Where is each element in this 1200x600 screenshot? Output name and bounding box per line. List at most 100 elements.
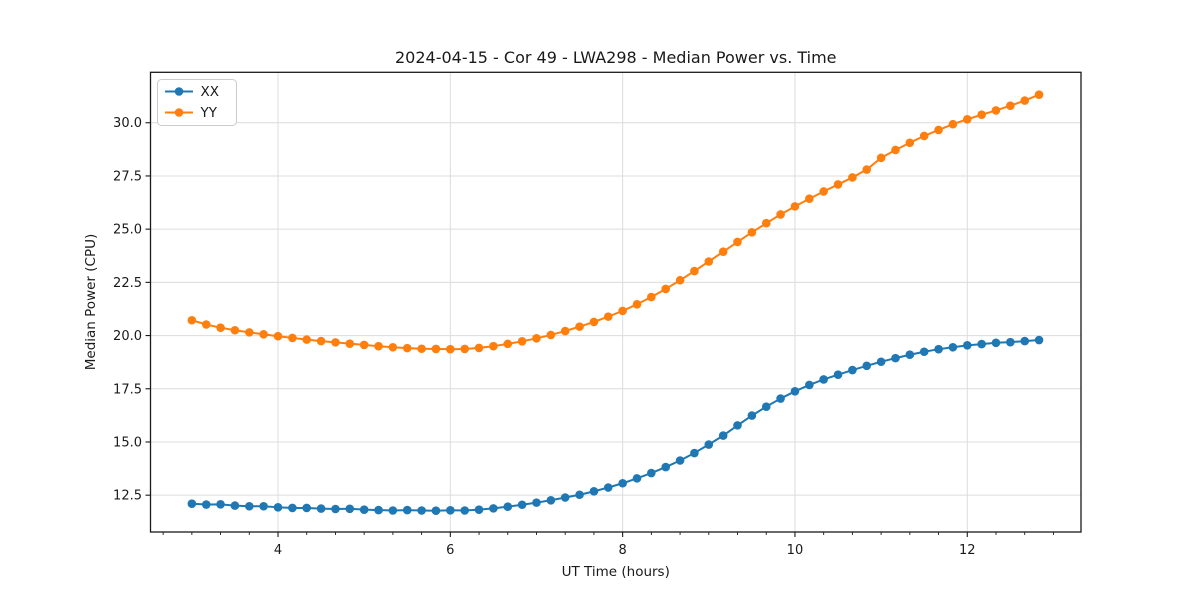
data-point — [532, 334, 541, 343]
data-point — [934, 344, 943, 354]
data-point — [876, 153, 886, 163]
data-point — [1006, 101, 1015, 111]
data-point — [273, 503, 283, 512]
data-point — [245, 328, 254, 337]
data-point — [977, 339, 986, 349]
series-line-xx — [190, 339, 1041, 512]
data-point — [647, 292, 656, 302]
data-point — [230, 501, 240, 510]
y-tick-label: 12.5 — [113, 489, 142, 504]
data-point — [805, 380, 814, 390]
data-point — [331, 338, 340, 347]
data-point — [446, 344, 455, 354]
data-point — [661, 462, 671, 472]
data-point — [934, 125, 943, 135]
data-series-layer — [187, 90, 1044, 516]
data-point — [819, 187, 828, 196]
data-point — [962, 115, 972, 124]
data-point — [316, 336, 326, 346]
data-point — [632, 299, 642, 309]
x-tick-label: 4 — [274, 543, 282, 558]
data-point — [790, 387, 800, 396]
data-point — [560, 493, 570, 502]
y-tick-label: 20.0 — [113, 329, 142, 344]
axes-spines — [149, 71, 1082, 533]
data-point — [977, 110, 986, 119]
x-tick-label: 10 — [787, 543, 804, 558]
data-point — [201, 320, 211, 329]
data-point — [374, 341, 383, 351]
data-point — [991, 338, 1001, 348]
data-point — [259, 329, 268, 339]
y-tick-label: 27.5 — [113, 169, 142, 184]
data-point — [891, 353, 900, 363]
data-point — [632, 474, 642, 483]
x-axis-label: UT Time (hours) — [562, 564, 670, 580]
data-point — [560, 326, 570, 336]
legend-marker-yy — [174, 108, 184, 117]
data-point — [761, 402, 771, 411]
data-point — [402, 505, 412, 515]
data-point — [431, 506, 441, 516]
data-point — [546, 330, 556, 340]
axis-ticks: 12.5 15.0 17.5 20.0 22.5 25.0 27.5 30.0 4 6 8 10 12 — [113, 116, 1054, 558]
legend-marker-xx — [174, 87, 184, 96]
data-point — [603, 312, 613, 321]
data-point — [288, 503, 297, 513]
data-point — [1034, 90, 1044, 99]
data-point — [661, 284, 671, 294]
data-point — [517, 337, 527, 346]
data-point — [474, 343, 484, 353]
series-line-yy — [190, 93, 1041, 351]
data-point — [446, 505, 455, 515]
data-point — [245, 501, 254, 511]
series-xx — [187, 335, 1044, 516]
data-point — [761, 218, 771, 228]
y-axis-label: Median Power (CPU) — [83, 234, 99, 370]
series-yy — [187, 90, 1044, 354]
plot-frame — [149, 71, 1082, 533]
data-point — [1020, 96, 1030, 105]
y-tick-label: 30.0 — [113, 116, 142, 131]
data-point — [618, 478, 627, 488]
data-point — [474, 505, 484, 514]
data-point — [819, 375, 828, 384]
data-point — [288, 333, 297, 343]
data-point — [733, 237, 742, 247]
data-point — [790, 202, 800, 211]
data-point — [532, 498, 541, 507]
data-point — [201, 500, 211, 509]
data-point — [805, 194, 814, 204]
data-point — [417, 344, 426, 354]
data-point — [690, 448, 699, 458]
chart-title: 2024-04-15 - Cor 49 - LWA298 - Median Po… — [395, 48, 837, 67]
data-point — [833, 370, 843, 380]
x-tick-label: 12 — [959, 543, 976, 558]
data-point — [833, 180, 843, 189]
data-point — [905, 138, 915, 148]
y-tick-label: 15.0 — [113, 435, 142, 450]
data-point — [603, 483, 613, 492]
data-point — [876, 357, 886, 367]
data-point — [848, 365, 857, 375]
data-point — [618, 306, 627, 316]
data-point — [647, 468, 656, 478]
data-point — [402, 343, 412, 353]
gridlines — [150, 72, 1081, 532]
data-point — [460, 344, 470, 354]
data-point — [575, 322, 584, 331]
y-tick-label: 17.5 — [113, 382, 142, 397]
data-point — [216, 323, 225, 332]
data-point — [460, 506, 470, 515]
data-point — [704, 257, 714, 266]
data-point — [891, 145, 900, 155]
data-point — [919, 347, 929, 357]
data-point — [302, 503, 312, 513]
data-point — [733, 421, 742, 430]
data-point — [948, 342, 958, 352]
data-point — [1020, 336, 1030, 346]
data-point — [718, 247, 728, 257]
y-tick-label: 22.5 — [113, 276, 142, 291]
